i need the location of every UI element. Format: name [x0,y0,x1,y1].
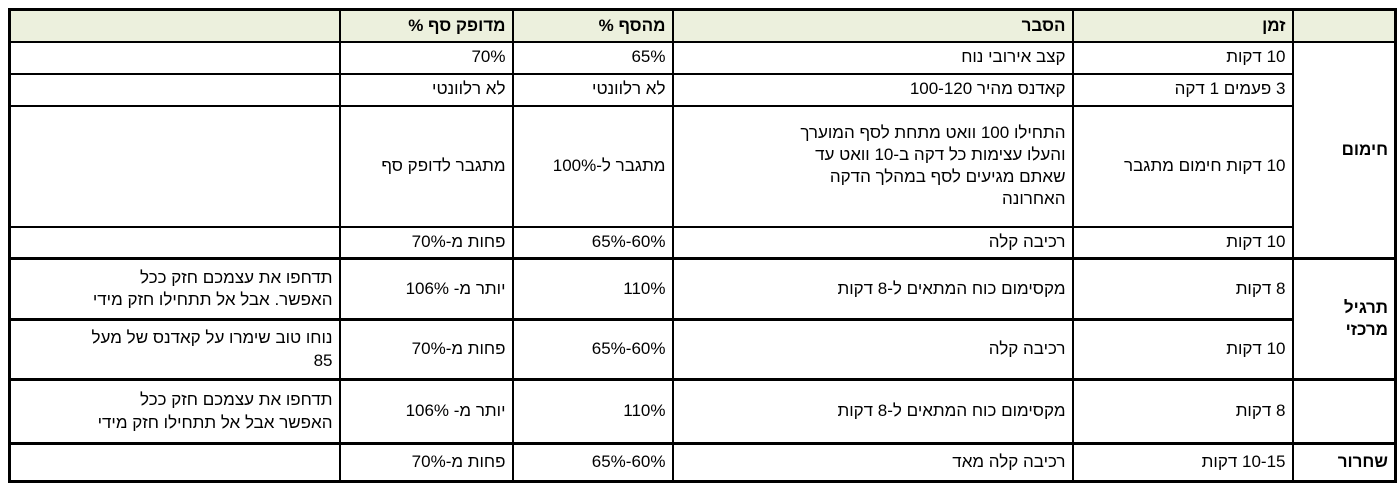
cell-pct-hr: מתגבר לדופק סף [338,104,514,228]
cell-pct-threshold: לא רלוונטי [511,72,674,107]
cell-notes: תדחפו את עצמכם חזק ככל האפשר אבל אל תתחי… [8,378,341,445]
training-plan-table-wrap: זמן הסבר מהסף % מדופק סף % חימום 10 דקות… [8,8,1397,483]
cell-pct-threshold: 60%-65% [511,442,674,483]
cell-time: 8 דקות [1071,257,1294,321]
cell-time: 10-15 דקות [1071,442,1294,483]
group-label-cooldown: שחרור [1291,442,1397,483]
cell-notes [8,442,341,483]
cell-pct-hr: פחות מ-70% [338,318,514,381]
cell-pct-hr: לא רלוונטי [338,72,514,107]
cell-explanation: רכיבה קלה מאד [671,442,1074,483]
cell-explanation: רכיבה קלה [671,318,1074,381]
cell-explanation: התחילו 100 וואט מתחת לסף המוערך והעלו עצ… [671,104,1074,228]
header-cell-pct-hr: מדופק סף % [338,8,514,43]
table-row: חימום 10 דקות קצב אירובי נוח 65% 70% [8,40,1397,260]
table-row: שחרור 10-15 דקות רכיבה קלה מאד 60%-65% פ… [8,442,1397,483]
table-row: 3 פעמים 1 דקה קאדנס מהיר 100-120 לא רלוו… [8,72,1396,107]
table-row: 10 דקות חימום מתגבר התחילו 100 וואט מתחת… [8,104,1396,228]
header-cell-group [1291,8,1397,43]
header-row: זמן הסבר מהסף % מדופק סף % [8,8,1397,43]
table-row: 10 דקות רכיבה קלה 60%-65% פחות מ-70% נוח… [8,318,1396,381]
cell-notes [8,40,341,75]
header-cell-time: זמן [1071,8,1294,43]
cell-pct-threshold: 60%-65% [511,318,674,381]
group-label-main-exercise: תרגיל מרכזי [1291,257,1397,381]
table-row: תרגיל מרכזי 8 דקות מקסימום כוח המתאים ל-… [8,257,1397,381]
cell-explanation: מקסימום כוח המתאים ל-8 דקות [671,378,1074,445]
cell-notes: תדחפו את עצמכם חזק ככל האפשר. אבל אל תתח… [8,257,341,321]
cell-time: 8 דקות [1071,378,1294,445]
cell-time: 10 דקות [1071,225,1294,260]
cell-notes [8,104,341,228]
table-row: 10 דקות רכיבה קלה 60%-65% פחות מ-70% [8,225,1396,260]
cell-pct-hr: יותר מ- 106% [338,257,514,321]
training-plan-table: זמן הסבר מהסף % מדופק סף % חימום 10 דקות… [8,8,1397,483]
group-label-empty [1291,378,1397,445]
header-cell-explanation: הסבר [671,8,1074,43]
cell-pct-threshold: 60%-65% [511,225,674,260]
header-cell-notes [8,8,341,43]
cell-explanation: קאדנס מהיר 100-120 [671,72,1074,107]
cell-pct-hr: 70% [338,40,514,75]
cell-notes [8,225,341,260]
cell-pct-hr: פחות מ-70% [338,225,514,260]
cell-time: 10 דקות [1071,40,1294,75]
cell-explanation: קצב אירובי נוח [671,40,1074,75]
cell-pct-threshold: מתגבר ל-100% [511,104,674,228]
header-cell-pct-threshold: מהסף % [511,8,674,43]
cell-notes: נוחו טוב שימרו על קאדנס של מעל 85 [8,318,341,381]
cell-time: 3 פעמים 1 דקה [1071,72,1294,107]
cell-time: 10 דקות חימום מתגבר [1071,104,1294,228]
cell-explanation: רכיבה קלה [671,225,1074,260]
cell-pct-threshold: 65% [511,40,674,75]
cell-pct-threshold: 110% [511,257,674,321]
table-row: 8 דקות מקסימום כוח המתאים ל-8 דקות 110% … [8,378,1397,445]
cell-time: 10 דקות [1071,318,1294,381]
cell-pct-hr: יותר מ- 106% [338,378,514,445]
cell-pct-hr: פחות מ-70% [338,442,514,483]
cell-pct-threshold: 110% [511,378,674,445]
cell-explanation: מקסימום כוח המתאים ל-8 דקות [671,257,1074,321]
group-label-warmup: חימום [1291,40,1397,260]
cell-notes [8,72,341,107]
